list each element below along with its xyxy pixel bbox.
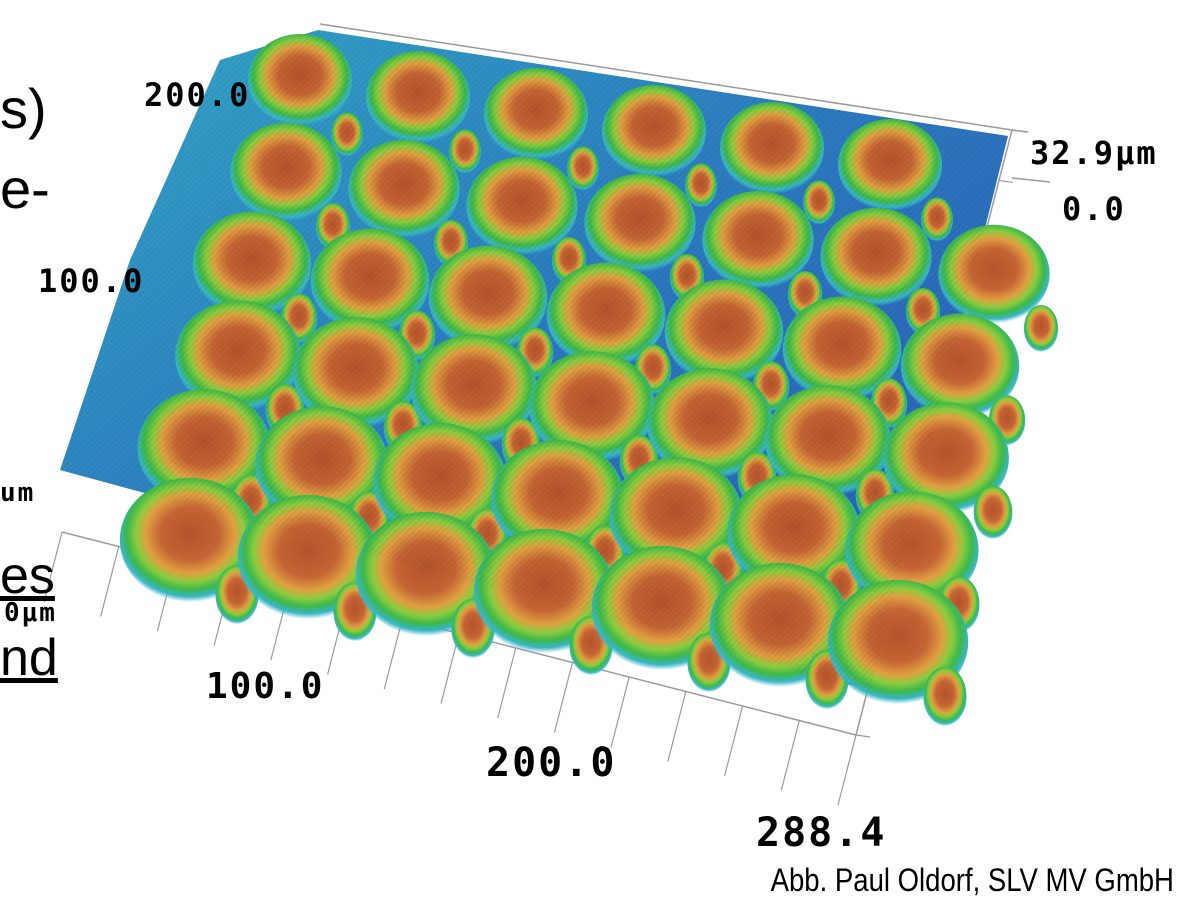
- y-axis-label-mid: 100.0: [38, 262, 145, 300]
- y-axis-tick: [1011, 129, 1027, 133]
- x-axis-tick: [43, 531, 63, 603]
- x-axis-label-200: 200.0: [486, 740, 617, 786]
- left-text-fragment-1: s): [0, 77, 47, 140]
- x-axis-tick: [723, 705, 744, 777]
- x-axis-label-max: 288.4: [756, 810, 887, 856]
- surface-bump: [1023, 304, 1059, 353]
- x-axis-label-100: 100.0: [206, 666, 325, 707]
- x-axis-tick: [667, 691, 687, 762]
- x-axis-tick: [610, 676, 630, 748]
- surface-bump: [923, 666, 967, 727]
- left-text-fragment-2: e-: [0, 157, 50, 220]
- x-axis-tick: [780, 720, 800, 791]
- x-axis-tick: [100, 546, 120, 617]
- x-axis-unit-fragment: 0μm: [4, 598, 57, 628]
- surface-bump: [973, 485, 1013, 540]
- y-axis-tick: [998, 179, 1014, 184]
- x-axis-tick: [837, 734, 857, 806]
- y-axis-unit-fragment: um: [0, 478, 36, 508]
- y-axis-tick: [855, 734, 871, 738]
- x-axis-tick: [497, 647, 517, 719]
- left-text-fragment-3: es: [0, 547, 55, 605]
- z-axis-label-min: 0.0: [1062, 190, 1126, 228]
- z-axis-label-max: 32.9μm: [1030, 134, 1158, 172]
- left-text-fragment-4: nd: [0, 629, 58, 687]
- surface-texture: [60, 30, 1008, 690]
- x-axis-tick: [553, 662, 574, 733]
- y-axis-label-top: 200.0: [144, 76, 251, 114]
- image-credit: Abb. Paul Oldorf, SLV MV GmbH: [770, 862, 1174, 898]
